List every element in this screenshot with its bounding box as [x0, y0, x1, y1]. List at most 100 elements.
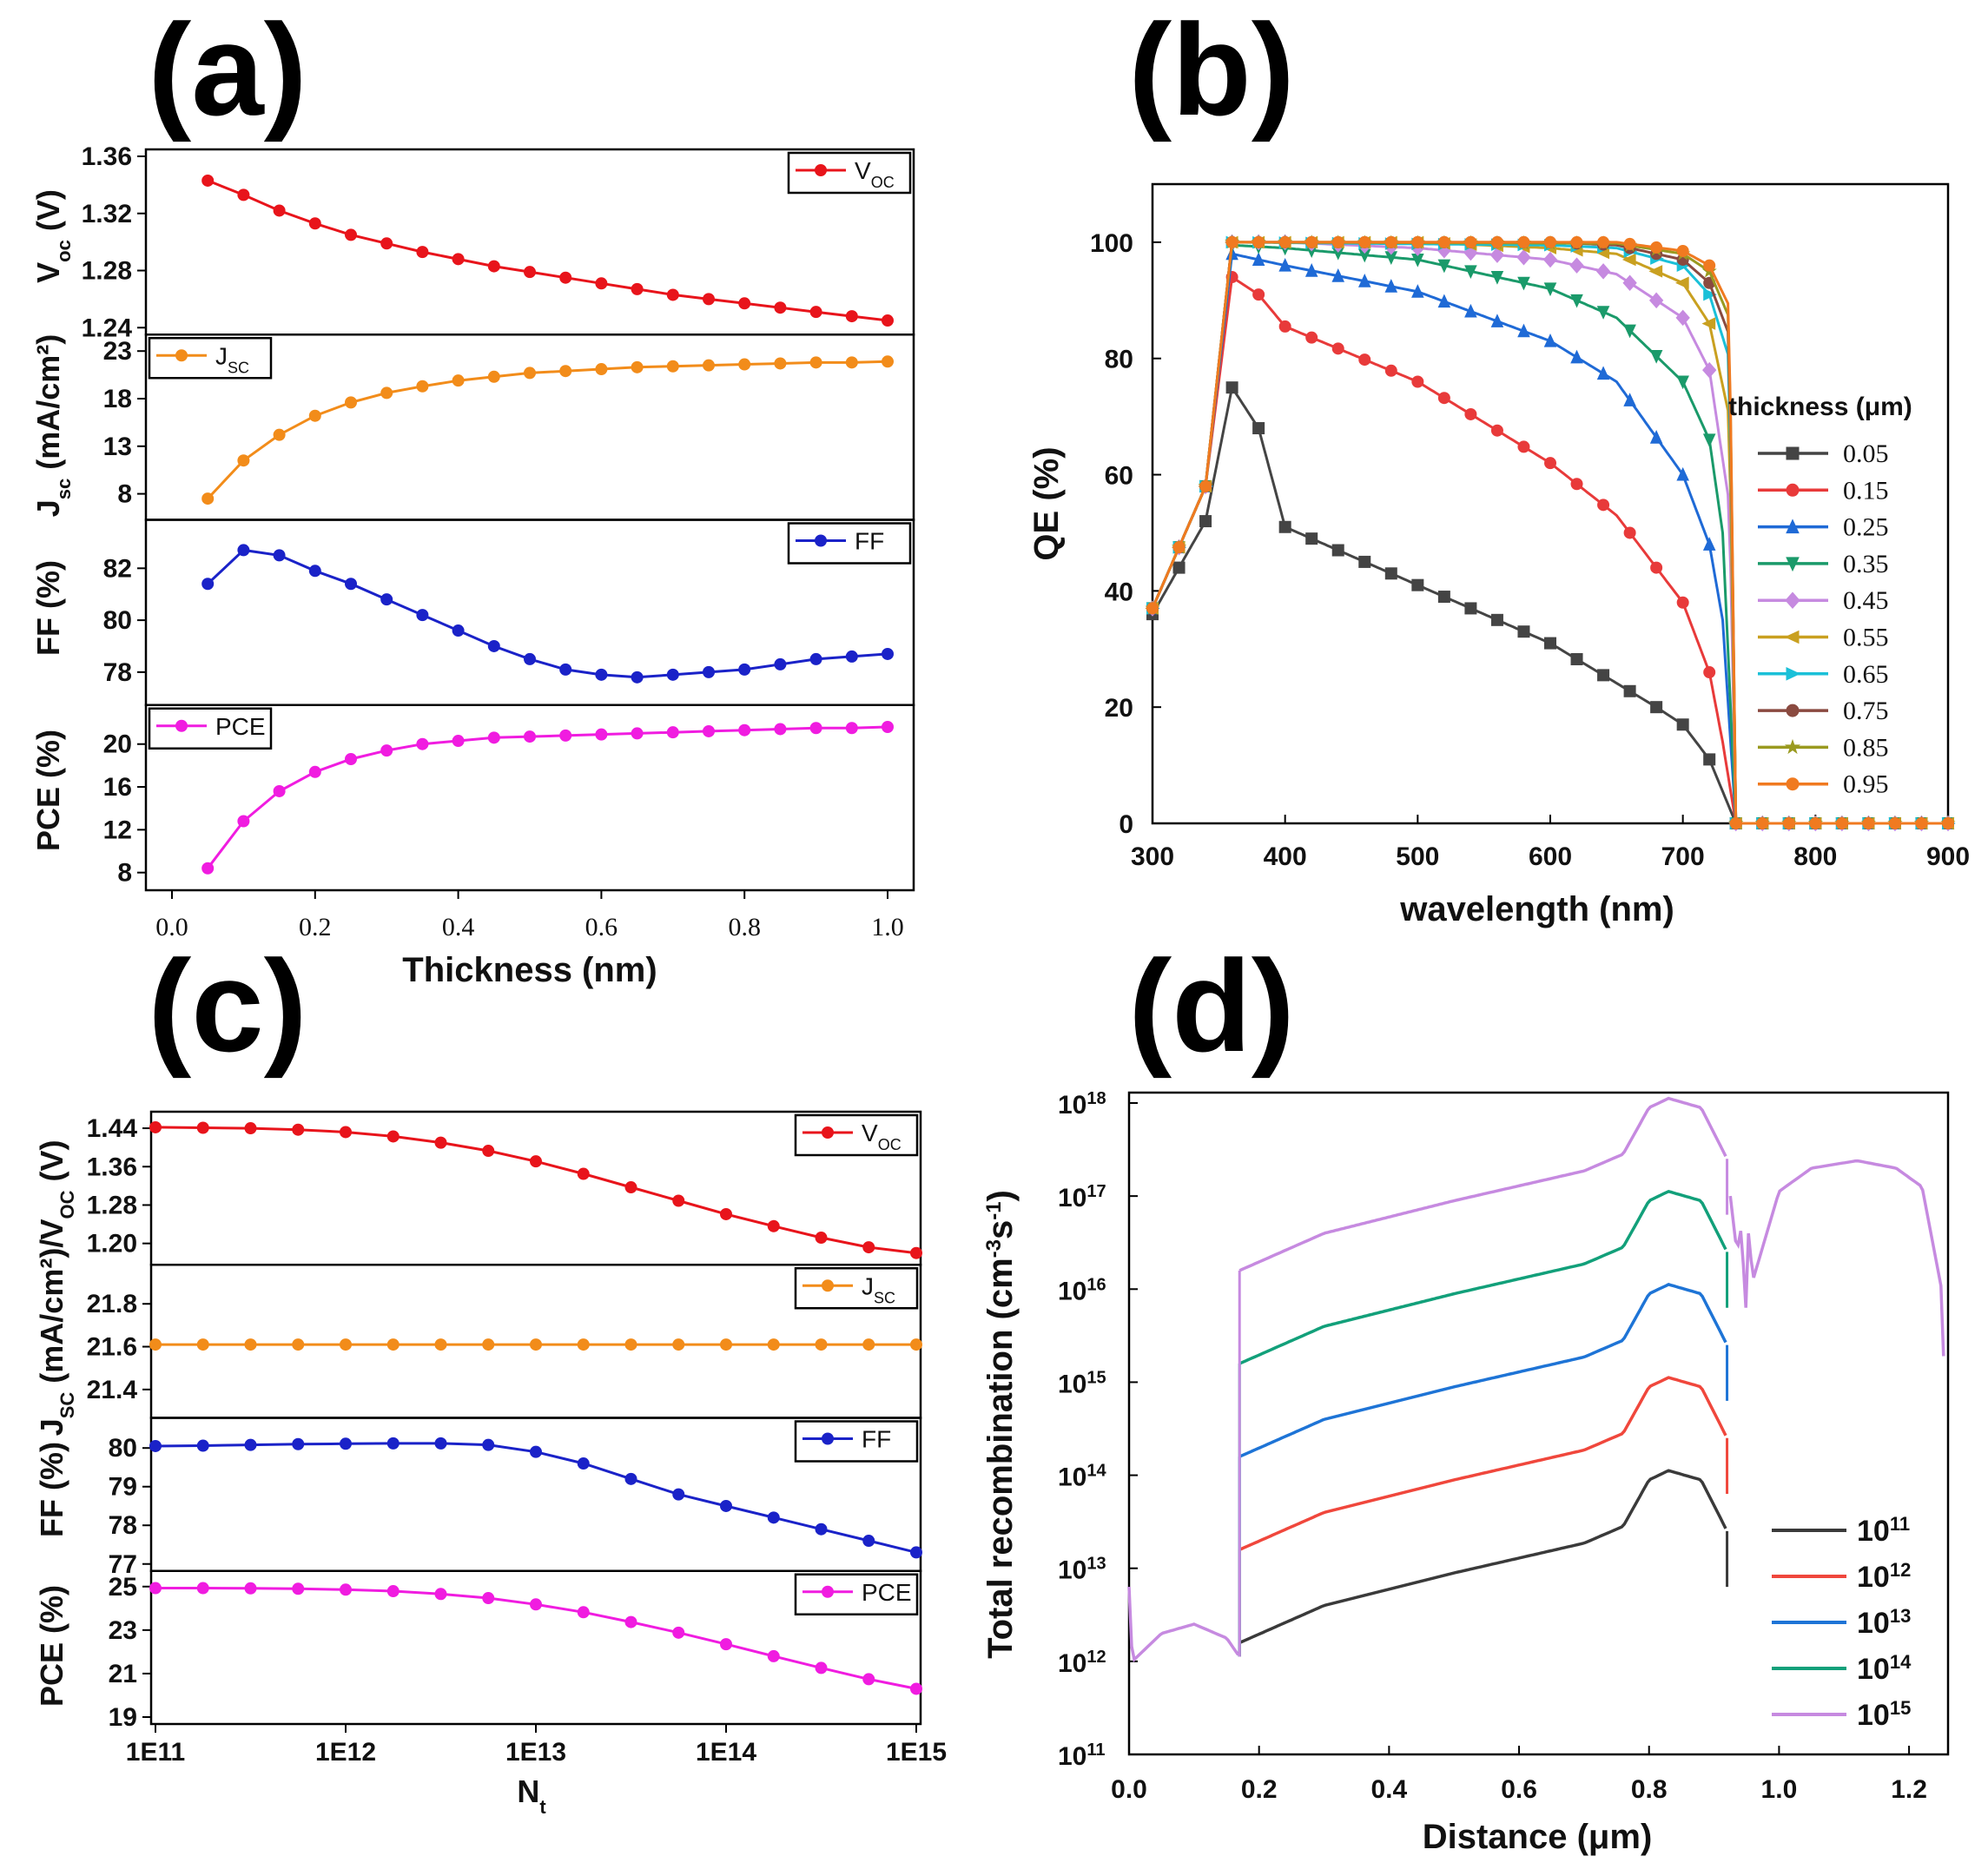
data-point: [1252, 288, 1265, 301]
x-axis-title: Thickness (nm): [402, 951, 657, 989]
series-12: [1238, 1376, 1729, 1657]
y-axis-title: QE (%): [1027, 446, 1066, 560]
data-point-ff: [577, 1457, 590, 1470]
legend-label-jsc: JSC: [215, 342, 249, 376]
data-point-pce: [774, 723, 787, 736]
data-point: [1676, 375, 1689, 390]
legend-marker: [1786, 704, 1800, 717]
series-line: [1238, 1189, 1727, 1365]
data-point: [1702, 537, 1716, 551]
series-line: [1151, 243, 1948, 825]
data-point: [1756, 817, 1769, 829]
series-line: [1151, 241, 1948, 825]
data-point: [1490, 613, 1503, 626]
data-point: [1464, 235, 1477, 248]
y-tick-label: 80: [1105, 346, 1133, 374]
series-line: [1238, 1376, 1727, 1551]
data-point-ff: [530, 1445, 542, 1458]
data-point: [1809, 817, 1822, 829]
data-point-pce: [559, 729, 572, 742]
series-line: [1151, 274, 1948, 825]
data-point-pce: [910, 1682, 922, 1695]
series-0.45: [1145, 234, 1956, 832]
x-tick-label: 700: [1661, 842, 1705, 871]
data-point: [1622, 274, 1637, 292]
data-point: [1331, 342, 1344, 355]
data-point: [1172, 561, 1186, 574]
data-point: [1542, 251, 1558, 268]
x-tick-label: 0.0: [1111, 1775, 1147, 1804]
data-point-voc: [434, 1136, 447, 1149]
legend-box: [148, 707, 273, 750]
data-point-voc: [815, 1232, 828, 1245]
y-tick-label: 1.36: [87, 1153, 137, 1181]
data-point-jsc: [530, 1338, 542, 1351]
y-tick-label: 21: [109, 1660, 137, 1688]
data-point-pce: [530, 1598, 542, 1611]
legend-label: 0.45: [1843, 586, 1889, 615]
data-point: [1278, 320, 1291, 333]
data-point: [1384, 279, 1398, 293]
data-point-pce: [386, 1585, 400, 1598]
data-point-voc: [595, 277, 608, 290]
legend-voc: VOC: [794, 1113, 919, 1157]
data-point-jsc: [237, 454, 250, 467]
data-point-ff: [201, 578, 215, 591]
series-line: [1151, 241, 1948, 825]
panel-label-a: (a): [148, 0, 307, 142]
y-tick-label: 77: [109, 1550, 137, 1579]
series-0.55: [1145, 235, 1954, 830]
data-point: [1464, 602, 1477, 615]
data-point-jsc: [292, 1338, 305, 1351]
data-point-jsc: [201, 492, 215, 505]
data-point-voc: [244, 1122, 257, 1135]
series-line: [1238, 1283, 1727, 1458]
data-point-voc: [910, 1246, 922, 1259]
y-tick-label: 20: [103, 730, 132, 759]
data-point-ff: [273, 549, 286, 562]
data-point-pce: [482, 1592, 495, 1605]
data-point-pce: [624, 1615, 637, 1628]
x-tick-label: 1.0: [1761, 1775, 1798, 1804]
legend-ff: FF: [787, 522, 912, 565]
data-point-voc: [149, 1120, 162, 1133]
data-point-jsc: [720, 1338, 732, 1351]
data-point-jsc: [416, 380, 429, 393]
x-tick-label: 1.0: [871, 913, 904, 941]
legend-marker: [822, 1279, 834, 1292]
series-line: [1151, 241, 1948, 825]
legend-marker: [1785, 591, 1800, 609]
data-point-voc: [738, 297, 751, 310]
data-point-jsc: [815, 1338, 828, 1351]
legend-voc: VOC: [787, 151, 912, 195]
series-line: [1151, 384, 1948, 825]
data-point-pce: [201, 862, 215, 875]
data-point-voc: [386, 1130, 400, 1143]
data-point-pce: [666, 726, 679, 739]
legend: thickness (μm) 0.05 0.15 0.25 0.35 0.45 0.55 0.…: [1728, 393, 1912, 799]
data-point: [1278, 520, 1291, 533]
data-point: [1437, 294, 1451, 308]
data-point-jsc: [774, 357, 787, 370]
data-point: [1570, 235, 1583, 248]
data-point-ff: [380, 593, 393, 606]
y-tick-label: 21.6: [87, 1333, 137, 1362]
data-point-pce: [196, 1582, 209, 1595]
data-point: [1411, 375, 1424, 388]
data-point-pce: [308, 765, 321, 778]
data-point-jsc: [149, 1338, 162, 1351]
panel-label-b: (b): [1128, 0, 1295, 142]
data-point-voc: [774, 301, 787, 314]
legend-label: 0.15: [1843, 476, 1889, 505]
data-point-voc: [196, 1121, 209, 1134]
subplot-c-pce: 19 21 23 25 PCE: [109, 1569, 922, 1732]
legend-label: 1012: [1857, 1559, 1911, 1595]
series-0.25: [1146, 246, 1955, 829]
data-point: [1199, 479, 1212, 492]
data-point-ff: [666, 668, 679, 681]
series-line: [1151, 241, 1948, 825]
data-point: [1674, 276, 1689, 290]
data-point: [1544, 457, 1556, 470]
data-point-jsc: [672, 1338, 685, 1351]
y-tick-label: 25: [109, 1573, 137, 1602]
